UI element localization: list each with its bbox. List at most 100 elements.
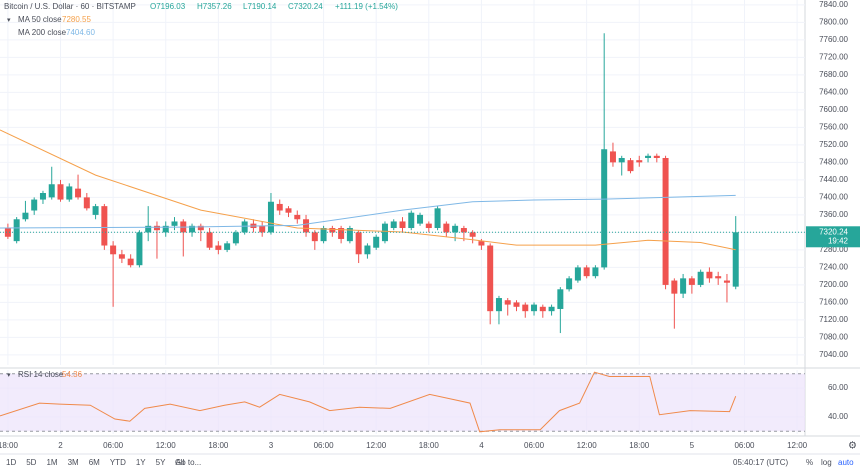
- candle-body: [4, 228, 11, 237]
- candle-body: [469, 232, 476, 237]
- y-tick-label: 7640.00: [819, 87, 848, 96]
- candle-body: [48, 184, 55, 198]
- x-tick-label: 06:00: [103, 441, 124, 450]
- candle-body: [75, 188, 82, 198]
- candle-body: [232, 232, 239, 244]
- candle-body: [136, 232, 143, 266]
- candle-body: [162, 225, 169, 233]
- candle-body: [285, 208, 292, 213]
- candle-body: [574, 267, 581, 281]
- range-button[interactable]: 1D: [6, 458, 16, 467]
- x-tick-label: 12:00: [787, 441, 808, 450]
- log-toggle[interactable]: log: [821, 458, 832, 467]
- candle-body: [732, 232, 739, 287]
- candle-body: [539, 306, 546, 312]
- candle-body: [425, 223, 432, 229]
- x-tick-label: 5: [690, 441, 695, 450]
- legend-label[interactable]: MA 50 close: [18, 15, 62, 24]
- candle-body: [329, 228, 336, 233]
- y-tick-label: 7840.00: [819, 0, 848, 9]
- collapse-icon[interactable]: ▾: [7, 372, 11, 379]
- range-button[interactable]: 5D: [26, 458, 36, 467]
- range-button[interactable]: YTD: [110, 458, 126, 467]
- legend-label[interactable]: MA 200 close: [18, 28, 67, 37]
- candle-body: [399, 221, 406, 229]
- percent-toggle[interactable]: %: [806, 458, 813, 467]
- candle-body: [338, 228, 345, 239]
- legend-label[interactable]: RSI 14 close: [18, 370, 64, 379]
- y-tick-label: 7160.00: [819, 298, 848, 307]
- range-button[interactable]: 1Y: [136, 458, 146, 467]
- candle-body: [206, 232, 213, 248]
- price-change: +111.19 (+1.54%): [335, 2, 398, 11]
- candle-body: [118, 254, 125, 259]
- range-button[interactable]: 6M: [89, 458, 100, 467]
- x-tick-label: 06:00: [524, 441, 545, 450]
- candle-body: [127, 258, 134, 266]
- collapse-icon[interactable]: ▾: [7, 17, 11, 24]
- settings-icon[interactable]: ⚙: [848, 441, 857, 452]
- candle-body: [31, 199, 38, 211]
- x-tick-label: 12:00: [366, 441, 387, 450]
- rsi-band: [0, 373, 805, 432]
- candle-body: [495, 298, 502, 312]
- candle-body: [355, 232, 362, 255]
- y-tick-label: 7760.00: [819, 35, 848, 44]
- candle-body: [601, 149, 608, 268]
- goto-button[interactable]: Go to...: [175, 458, 201, 467]
- range-button[interactable]: 1M: [46, 458, 57, 467]
- candle-body: [715, 276, 722, 279]
- candle-body: [618, 157, 625, 163]
- candle-body: [592, 267, 599, 277]
- legend-value: 7280.55: [62, 15, 91, 24]
- range-button[interactable]: 3M: [68, 458, 79, 467]
- x-tick-label: 2: [58, 441, 63, 450]
- candle-body: [548, 306, 555, 312]
- x-tick-label: 4: [479, 441, 484, 450]
- candle-body: [531, 304, 538, 312]
- y-tick-label: 7200.00: [819, 280, 848, 289]
- candle-body: [364, 245, 371, 255]
- last-price-label: 7320.24: [819, 227, 848, 236]
- candle-body: [57, 184, 64, 200]
- y-tick-label: 7360.00: [819, 210, 848, 219]
- y-tick-label: 7120.00: [819, 315, 848, 324]
- x-tick-label: 06:00: [314, 441, 335, 450]
- range-button[interactable]: All: [175, 458, 184, 467]
- candle-body: [522, 304, 529, 312]
- series-line: [0, 194, 736, 229]
- y-tick-label: 7520.00: [819, 140, 848, 149]
- range-button[interactable]: 5Y: [156, 458, 166, 467]
- candle-body: [417, 214, 424, 224]
- ohlc-close: C7320.24: [288, 2, 323, 11]
- candle-body: [557, 289, 564, 309]
- x-tick-label: 18:00: [629, 441, 650, 450]
- candle-body: [171, 221, 178, 226]
- candle-body: [311, 232, 318, 242]
- candle-body: [373, 236, 380, 248]
- x-tick-label: 06:00: [734, 441, 755, 450]
- candle-body: [706, 271, 713, 279]
- y-tick-label: 40.00: [828, 412, 849, 421]
- candle-body: [408, 212, 415, 229]
- auto-toggle[interactable]: auto: [838, 458, 854, 467]
- candle-body: [723, 280, 730, 283]
- y-tick-label: 7080.00: [819, 333, 848, 342]
- y-tick-label: 60.00: [828, 383, 849, 392]
- x-tick-label: 18:00: [208, 441, 229, 450]
- candle-body: [276, 203, 283, 211]
- candle-body: [320, 228, 327, 242]
- x-tick-label: 3: [269, 441, 274, 450]
- candle-body: [189, 225, 196, 233]
- candle-body: [346, 228, 353, 242]
- x-tick-label: 18:00: [0, 441, 18, 450]
- legend-value: 54.36: [62, 370, 83, 379]
- candle-body: [241, 221, 248, 233]
- candle-body: [566, 278, 573, 290]
- candle-body: [13, 219, 20, 242]
- candle-body: [645, 155, 652, 158]
- candle-body: [294, 214, 301, 220]
- series-line: [0, 129, 736, 251]
- candle-body: [110, 245, 117, 255]
